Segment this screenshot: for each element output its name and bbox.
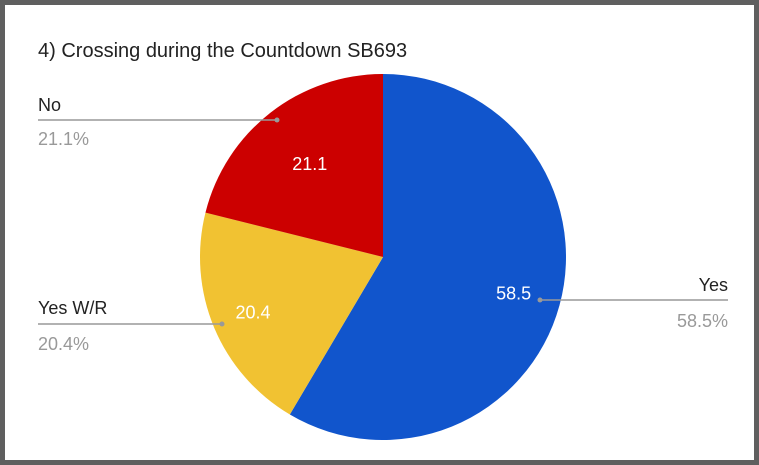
chart-title: 4) Crossing during the Countdown SB693: [38, 40, 407, 62]
callout-name-yes: Yes: [699, 275, 728, 295]
leader-dot-yes: [537, 297, 543, 303]
callout-name-no: No: [38, 95, 61, 115]
callout-percent-yes: 58.5%: [677, 311, 728, 331]
slice-value-label-yes: 58.5: [496, 284, 531, 304]
slice-value-label-no: 21.1: [292, 154, 327, 174]
slice-value-labels: 58.5 20.4 21.1: [235, 154, 531, 322]
pie-slice-yes: [289, 74, 566, 440]
leader-dot-no: [274, 117, 280, 123]
pie-slices: [200, 74, 566, 440]
pie-slice-no: [205, 74, 383, 257]
callout-percent-no: 21.1%: [38, 129, 89, 149]
pie-slice-yes-w-r: [200, 212, 383, 415]
leader-dot-yes-w-r: [219, 321, 225, 327]
slice-value-label-yes-w-r: 20.4: [235, 302, 270, 322]
slice-callouts: Yes 58.5% Yes W/R 20.4% No 21.1%: [38, 95, 728, 354]
callout-percent-yes-w-r: 20.4%: [38, 334, 89, 354]
callout-name-yes-w-r: Yes W/R: [38, 298, 107, 318]
